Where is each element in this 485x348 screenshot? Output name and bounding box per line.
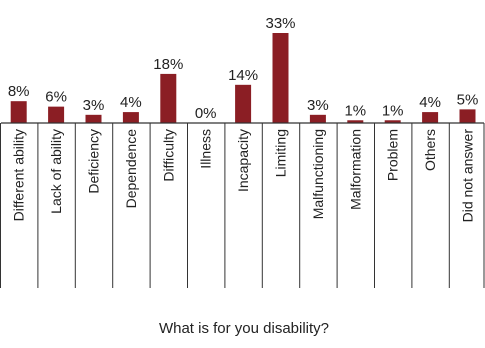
bar: [85, 114, 102, 123]
bar: [10, 101, 27, 123]
axis-layer: [0, 122, 485, 288]
bar-value-label: 14%: [228, 67, 258, 84]
bar: [235, 84, 252, 123]
bar-value-label: 6%: [45, 89, 67, 106]
bar-value-label: 1%: [382, 102, 404, 119]
category-label: Problem: [385, 129, 401, 181]
bar-value-label: 0%: [195, 105, 217, 122]
bar-value-label: 3%: [83, 97, 105, 114]
category-label: Incapacity: [235, 129, 251, 192]
category-label: Malfunctioning: [310, 129, 326, 219]
category-label: Others: [422, 129, 438, 171]
category-label: Dependence: [123, 129, 139, 209]
category-label: Limiting: [273, 129, 289, 177]
bar: [347, 120, 364, 123]
category-label: Deficiency: [86, 129, 102, 194]
bars-layer: [10, 33, 476, 123]
bar-value-label: 4%: [120, 94, 142, 111]
bar-value-label: 18%: [153, 56, 183, 73]
category-label: Did not answer: [460, 129, 476, 223]
bar: [272, 33, 289, 123]
bar: [122, 112, 139, 123]
labels-layer: 8% Different ability 6% Lack of ability 3% De…: [8, 15, 478, 222]
bar: [384, 120, 401, 123]
bar-value-label: 33%: [265, 15, 295, 32]
bar-value-label: 3%: [307, 97, 329, 114]
bar-value-label: 8%: [8, 83, 30, 100]
category-label: Lack of ability: [48, 129, 64, 214]
category-label: Difficulty: [160, 129, 176, 182]
bar-value-label: 4%: [419, 94, 441, 111]
bar-value-label: 5%: [457, 91, 479, 108]
bar-value-label: 1%: [344, 102, 366, 119]
category-label: Malformation: [347, 129, 363, 210]
category-label: Different ability: [11, 129, 27, 221]
chart-title: What is for you disability?: [159, 320, 329, 337]
bar: [160, 73, 177, 123]
bar: [422, 112, 439, 123]
bar: [48, 106, 65, 123]
bar: [309, 114, 326, 123]
category-label: Illness: [198, 129, 214, 169]
bar: [459, 109, 476, 123]
